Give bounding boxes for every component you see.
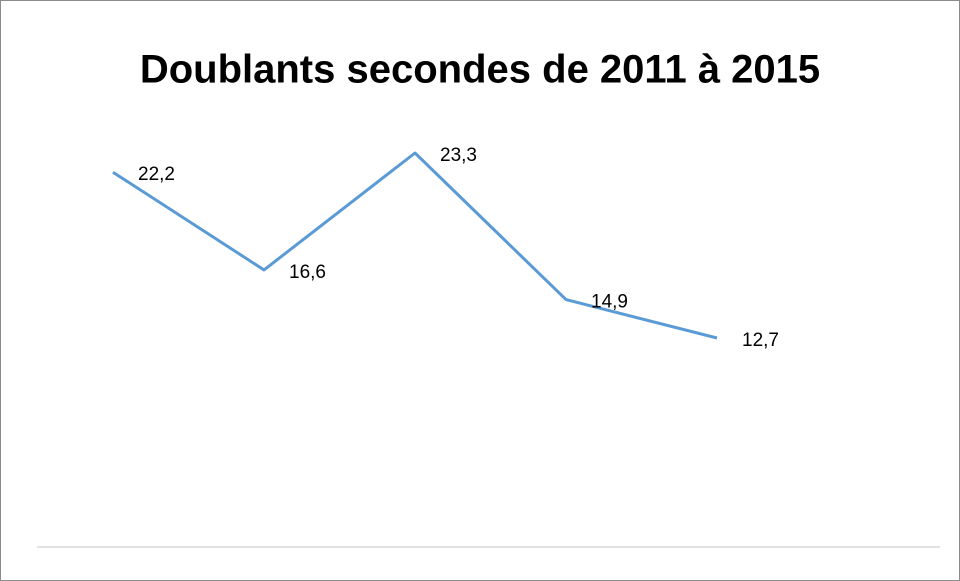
data-label: 12,7	[742, 330, 779, 351]
data-label: 14,9	[591, 292, 628, 313]
data-line	[112, 151, 718, 340]
chart-title: Doublants secondes de 2011 à 2015	[140, 48, 820, 92]
data-label: 16,6	[289, 262, 326, 283]
data-label: 22,2	[138, 164, 175, 185]
data-label: 23,3	[440, 145, 477, 166]
